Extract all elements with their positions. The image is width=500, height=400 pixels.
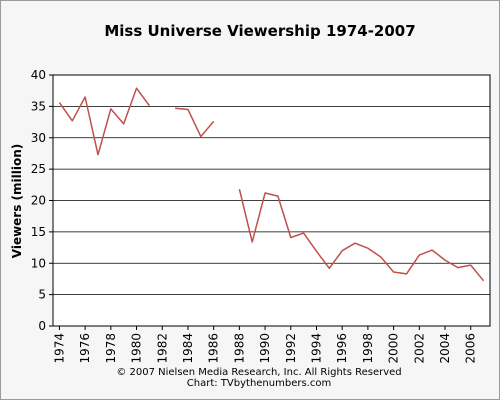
- footer-copyright: © 2007 Nielsen Media Research, Inc. All …: [116, 367, 401, 378]
- x-tick-label: 1978: [104, 333, 118, 364]
- y-tick-label: 40: [31, 68, 46, 82]
- series-lines: [58, 87, 485, 282]
- y-tick-label: 0: [38, 319, 46, 333]
- y-tick-label: 30: [31, 131, 46, 145]
- x-tick-label: 1982: [155, 333, 169, 364]
- series-line-segment-2: [175, 107, 215, 138]
- y-tick-label: 25: [31, 162, 46, 176]
- x-tick-label: 2006: [464, 333, 478, 364]
- x-tick-label: 1988: [232, 333, 246, 364]
- x-tick-label: 1974: [52, 333, 66, 364]
- y-tick-label: 35: [31, 99, 46, 113]
- y-axis-label: Viewers (million): [10, 144, 24, 259]
- y-tick-label: 5: [38, 288, 46, 302]
- y-tick-label: 15: [31, 225, 46, 239]
- series-line-segment-3: [238, 189, 485, 282]
- y-tick-label: 10: [31, 256, 46, 270]
- x-tick-label: 1994: [309, 333, 323, 364]
- gridlines: [53, 105, 490, 296]
- x-tick-label: 2002: [412, 333, 426, 364]
- x-tick-label: 1976: [78, 333, 92, 364]
- x-tick-label: 1992: [284, 333, 298, 364]
- x-tick-label: 2000: [387, 333, 401, 364]
- series-line-segment-1: [58, 87, 151, 156]
- x-tick-label: 1996: [335, 333, 349, 364]
- x-tick-label: 2004: [438, 333, 452, 364]
- x-tick-label: 1986: [207, 333, 221, 364]
- chart-title: Miss Universe Viewership 1974-2007: [104, 22, 415, 40]
- y-tick-label: 20: [31, 194, 46, 208]
- footer-source: Chart: TVbythenumbers.com: [187, 378, 331, 389]
- y-axis-ticks: 0 5 10 15 20 25 30 35 40: [31, 68, 53, 333]
- x-tick-label: 1980: [130, 333, 144, 364]
- x-axis-ticks: 1974 1976 1978 1980 1982 1984 1986 1988 1990 1992…: [52, 326, 478, 364]
- x-tick-label: 1990: [258, 333, 272, 364]
- x-tick-label: 1984: [181, 333, 195, 364]
- x-tick-label: 1998: [361, 333, 375, 364]
